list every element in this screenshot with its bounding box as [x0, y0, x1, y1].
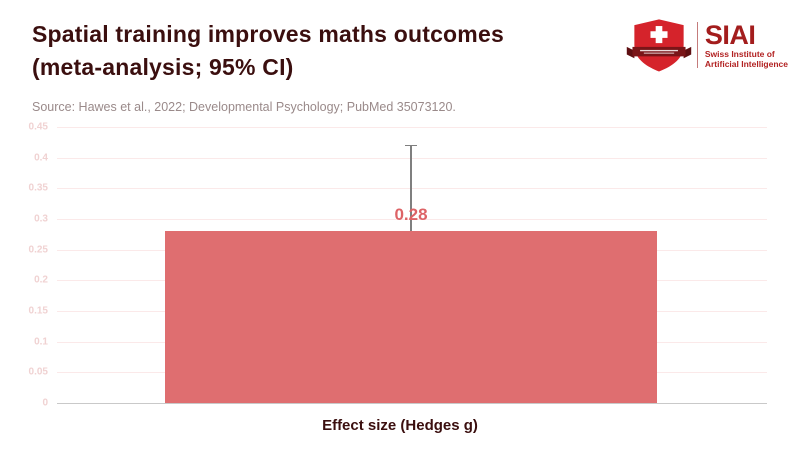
chart-title-line2: (meta-analysis; 95% CI): [32, 54, 294, 80]
error-bar-upper: [410, 145, 412, 232]
chart-title: Spatial training improves maths outcomes…: [32, 18, 632, 84]
gridline: [57, 127, 767, 128]
source-citation: Source: Hawes et al., 2022; Developmenta…: [32, 100, 456, 114]
y-tick-label: 0.45: [28, 121, 48, 133]
y-tick-label: 0.15: [28, 305, 48, 317]
siai-logo: SIAI Swiss Institute of Artificial Intel…: [623, 16, 788, 74]
error-bar-cap: [405, 144, 417, 147]
chart-title-line1: Spatial training improves maths outcomes: [32, 21, 504, 47]
bar-effect-size: [165, 231, 657, 403]
y-tick-label: 0: [42, 397, 48, 409]
gridline: [57, 188, 767, 190]
logo-subtitle-line1: Swiss Institute of: [704, 48, 775, 59]
y-tick-label: 0.05: [28, 366, 48, 378]
x-axis-zero-line: [57, 403, 767, 404]
swiss-shield-icon: [626, 19, 692, 72]
y-tick-label: 0.1: [34, 336, 48, 348]
y-tick-label: 0.35: [28, 182, 48, 194]
logo-text: SIAI Swiss Institute of Artificial Intel…: [704, 19, 788, 69]
plot-area: 0 0.05 0.1 0.15 0.2 0.25 0.3 0.35 0.4 0.45 0.28: [29, 122, 767, 409]
gridline: [57, 219, 767, 220]
y-tick-label: 0.4: [34, 152, 48, 164]
logo-divider: [696, 22, 698, 68]
gridline: [57, 157, 767, 159]
logo-subtitle-line2: Artificial Intelligence: [704, 58, 788, 69]
bar-value-label: 0.28: [394, 205, 428, 225]
y-tick-label: 0.25: [28, 244, 48, 256]
x-axis-label: Effect size (Hedges g): [322, 417, 478, 434]
logo-acronym: SIAI: [704, 19, 756, 50]
y-tick-label: 0.2: [34, 274, 48, 286]
y-tick-label: 0.3: [34, 213, 48, 225]
